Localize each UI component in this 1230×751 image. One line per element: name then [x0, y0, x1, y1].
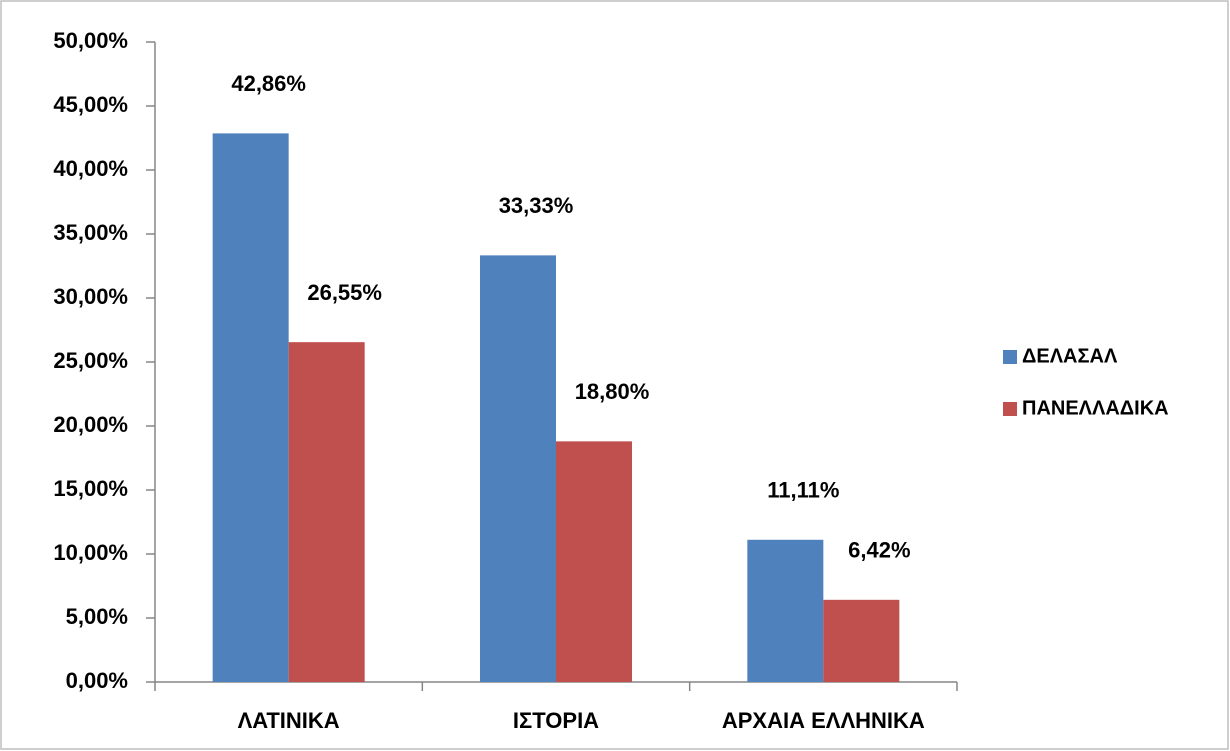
- y-tick-label: 30,00%: [53, 284, 128, 309]
- y-tick-label: 50,00%: [53, 28, 128, 53]
- bar: [212, 133, 289, 683]
- data-label: 11,11%: [767, 478, 839, 503]
- legend-label: ΠΑΝΕΛΛΑΔΙΚΑ: [1022, 397, 1169, 419]
- data-label: 6,42%: [848, 538, 910, 563]
- y-tick-label: 10,00%: [53, 540, 128, 565]
- bar: [823, 599, 900, 682]
- y-tick-label: 0,00%: [66, 668, 128, 693]
- x-tick-label: ΛΑΤΙΝΙΚΑ: [238, 708, 340, 733]
- bar: [747, 539, 824, 682]
- y-tick-label: 35,00%: [53, 220, 128, 245]
- data-label: 18,80%: [575, 379, 650, 404]
- x-tick-label: ΑΡΧΑΙΑ ΕΛΛΗΝΙΚΑ: [722, 708, 925, 733]
- legend-swatch: [1003, 350, 1017, 364]
- x-tick-label: ΙΣΤΟΡΙΑ: [513, 708, 599, 733]
- y-tick-label: 45,00%: [53, 92, 128, 117]
- data-label: 42,86%: [231, 71, 306, 96]
- data-label: 33,33%: [499, 193, 574, 218]
- y-tick-label: 5,00%: [66, 604, 128, 629]
- bar: [480, 255, 556, 682]
- y-tick-label: 25,00%: [53, 348, 128, 373]
- legend-label: ΔΕΛΑΣΑΛ: [1022, 345, 1118, 367]
- y-tick-label: 40,00%: [53, 156, 128, 181]
- bar: [288, 342, 365, 682]
- data-label: 26,55%: [307, 280, 382, 305]
- bar: [556, 441, 632, 682]
- y-tick-label: 20,00%: [53, 412, 128, 437]
- legend-swatch: [1003, 402, 1017, 416]
- y-tick-label: 15,00%: [53, 476, 128, 501]
